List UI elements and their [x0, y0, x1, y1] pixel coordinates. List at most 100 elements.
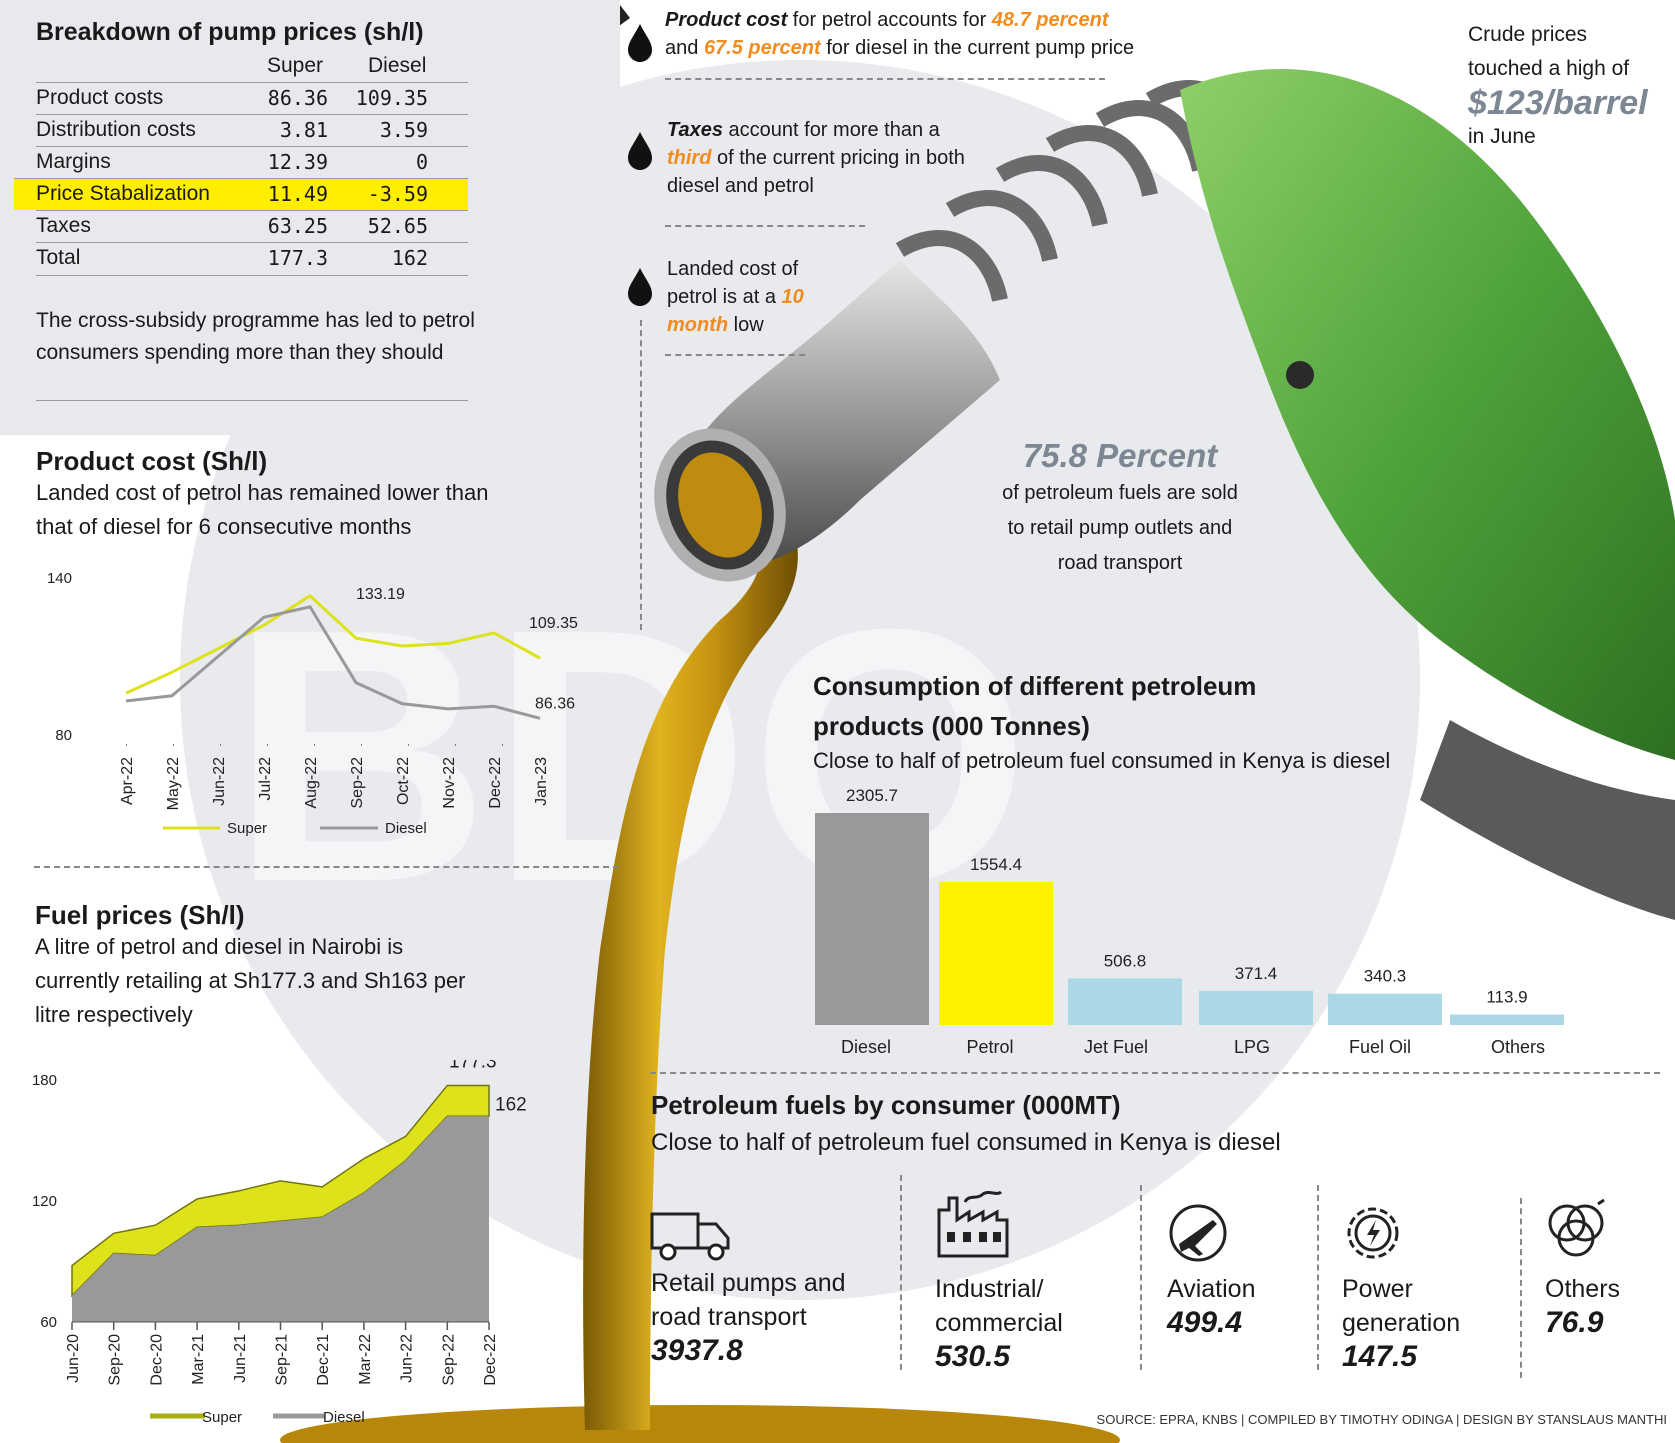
consumer-value: 76.9	[1545, 1306, 1604, 1339]
fact-taxes: Taxes account for more than a third of t…	[667, 116, 977, 200]
x-tick-label: Dec-20	[148, 1334, 165, 1386]
x-tick-label: Mar-22	[357, 1334, 374, 1385]
bar-value-label: 506.8	[1104, 951, 1147, 970]
data-label: 133.19	[356, 586, 405, 603]
row-diesel-value: 3.59	[379, 118, 428, 142]
drop-icon-3	[628, 268, 652, 306]
x-tick-label: May-22	[165, 757, 182, 810]
data-label: 162	[495, 1094, 527, 1115]
consumer-label: Retail pumps and	[651, 1269, 846, 1297]
breakdown-row: Distribution costs 3.81 3.59	[36, 114, 468, 146]
crude-line: Crude prices	[1468, 23, 1588, 46]
row-diesel-value: 109.35	[355, 86, 428, 110]
fuel-prices-title: Fuel prices (Sh/l)	[35, 900, 245, 930]
crude-callout: Crude prices touched a high of $123/barr…	[1468, 18, 1648, 154]
x-tick-label: Jun-20	[65, 1334, 82, 1383]
consumer-item: Others 76.9	[1545, 1272, 1620, 1340]
fact-text: Taxes	[667, 119, 723, 141]
y-tick-label: 60	[40, 1314, 57, 1331]
row-super-value: 177.3	[267, 246, 328, 270]
subtitle-line: currently retailing at Sh177.3 and Sh163…	[35, 968, 466, 993]
x-tick-label: Jan-23	[533, 757, 550, 806]
category-label: Others	[1491, 1037, 1545, 1057]
oil-puddle	[280, 1405, 1120, 1443]
consumer-divider	[900, 1175, 902, 1370]
row-label: Total	[36, 246, 81, 269]
table-divider	[36, 275, 468, 276]
consumer-item: Aviation 499.4	[1167, 1272, 1256, 1340]
row-super-value: 3.81	[279, 118, 328, 142]
fact-product-cost: Product cost for petrol accounts for 48.…	[665, 6, 1225, 62]
consumption-bar-chart: 2305.7 Diesel 1554.4 Petrol 506.8 Jet Fuel 371…	[815, 786, 1564, 1057]
fact-text: account for more than a	[722, 119, 940, 141]
bar-lpg	[1199, 990, 1313, 1025]
row-diesel-value: 0	[415, 150, 428, 174]
x-tick-label: Jun-21	[232, 1334, 249, 1383]
circles-icon	[1548, 1198, 1605, 1257]
consumer-label: Aviation	[1167, 1275, 1256, 1303]
retail-share-text: road transport	[1057, 552, 1183, 574]
fuel-prices-area-chart: 60 120 180 Jun-20 Sep-20 Dec-20 Mar-21 Jun-21 Se…	[32, 1060, 527, 1426]
x-tick-label: Dec-21	[315, 1334, 332, 1386]
consumer-label: road transport	[651, 1303, 807, 1331]
row-label: Product costs	[36, 86, 164, 109]
consumption-title: Consumption of different petroleum produ…	[813, 666, 1256, 746]
x-tick-label: Jul-22	[257, 757, 274, 801]
breakdown-note: The cross-subsidy programme has led to p…	[36, 309, 475, 364]
row-diesel-value: 162	[391, 246, 428, 270]
x-tick-label: Sep-22	[440, 1334, 457, 1386]
x-tick-label: Dec-22	[487, 757, 504, 809]
data-label: 86.36	[535, 695, 575, 712]
breakdown-row: Margins 12.39 0	[36, 146, 468, 178]
y-tick-label: 80	[55, 727, 72, 744]
oil-stream	[583, 470, 798, 1430]
consumer-label: commercial	[935, 1309, 1063, 1337]
vertical-divider	[640, 320, 642, 630]
x-tick-label: Mar-21	[190, 1334, 207, 1385]
bar-value-label: 113.9	[1486, 988, 1527, 1007]
fact-landed-cost: Landed cost of petrol is at a 10 month l…	[667, 255, 827, 339]
x-tick-label: Sep-22	[349, 757, 366, 809]
fact-highlight: 48.7 percent	[991, 9, 1109, 31]
fact-text: Product cost	[665, 9, 788, 31]
consumer-value: 499.4	[1167, 1306, 1243, 1339]
retail-share-value: 75.8 Percent	[1022, 437, 1218, 474]
fact-text: of the current pricing in both diesel an…	[667, 147, 965, 197]
fact-highlight: 67.5 percent	[703, 37, 821, 59]
fact-divider	[665, 354, 805, 356]
fact-highlight: third	[667, 147, 712, 169]
category-label: LPG	[1234, 1037, 1270, 1057]
bar-value-label: 1554.4	[970, 855, 1022, 874]
x-tick-label: Jun-22	[211, 757, 228, 806]
bar-petrol	[939, 882, 1053, 1025]
subtitle-line: A litre of petrol and diesel in Nairobi …	[35, 934, 404, 959]
nozzle-lever	[1420, 720, 1675, 920]
crude-line: in June	[1468, 125, 1536, 148]
title-line: products (000 Tonnes)	[813, 711, 1090, 741]
crude-line: touched a high of	[1468, 57, 1630, 80]
breakdown-row: Taxes 63.25 52.65	[36, 210, 468, 242]
col-diesel-header: Diesel	[368, 54, 427, 77]
x-tick-label: Oct-22	[395, 757, 412, 805]
fact-text: and	[665, 37, 704, 59]
truck-icon	[650, 1212, 730, 1261]
consumer-item: Industrial/ commercial 530.5	[935, 1272, 1063, 1374]
consumer-divider	[1520, 1198, 1522, 1378]
bar-diesel	[815, 813, 929, 1025]
x-tick-label: Aug-22	[303, 757, 320, 809]
legend-label: Super	[227, 820, 267, 837]
legend-label: Diesel	[385, 820, 427, 837]
fuel-prices-subtitle: A litre of petrol and diesel in Nairobi …	[35, 930, 466, 1032]
consumer-divider	[1317, 1185, 1319, 1370]
x-tick-label: Apr-22	[119, 757, 136, 805]
breakdown-row-highlighted: Price Stabalization 11.49 -3.59	[14, 178, 468, 210]
power-gear-icon	[1347, 1207, 1399, 1259]
consumer-value: 530.5	[935, 1340, 1011, 1373]
drop-icon-2	[628, 132, 652, 170]
row-label: Distribution costs	[36, 118, 196, 141]
bar-value-label: 371.4	[1235, 964, 1278, 983]
consumer-label: Power	[1342, 1275, 1413, 1303]
row-super-value: 63.25	[267, 214, 328, 238]
fact-divider	[665, 225, 865, 227]
x-tick-label: Nov-22	[441, 757, 458, 809]
